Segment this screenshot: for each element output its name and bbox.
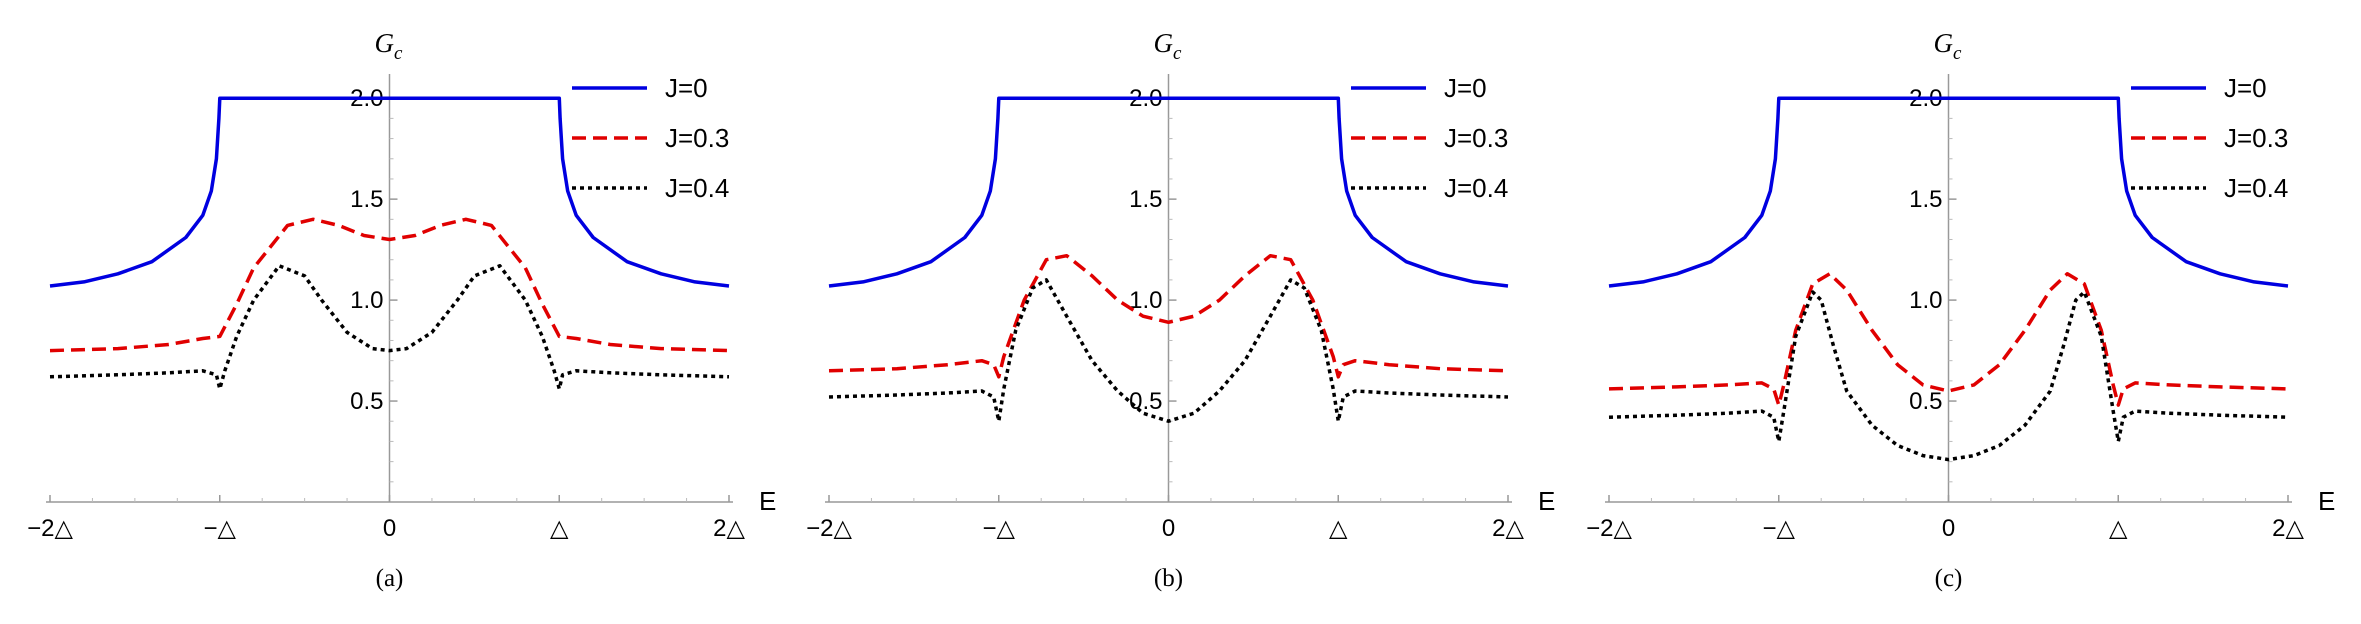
x-tick-label: 0 <box>1162 515 1175 542</box>
x-axis-title: E <box>1538 486 1555 516</box>
y-tick-label: 0.5 <box>1909 388 1942 415</box>
series-line-J-0 <box>49 96 730 288</box>
legend-label: J=0.4 <box>2224 173 2288 203</box>
series-line-J-0-3 <box>49 217 730 353</box>
legend-label: J=0 <box>2224 73 2267 103</box>
x-tick-label: △ <box>2109 515 2128 542</box>
x-tick-label: −△ <box>204 515 237 542</box>
panel-caption: (c) <box>1935 565 1963 592</box>
x-tick-label: 2△ <box>713 515 745 542</box>
x-tick-label: −2△ <box>1586 515 1632 542</box>
x-tick-label: 0 <box>1942 515 1955 542</box>
y-axis-title: Gc <box>1934 28 1963 64</box>
legend-label: J=0.4 <box>665 173 729 203</box>
x-tick-label: −2△ <box>27 515 73 542</box>
y-tick-label: 1.0 <box>350 287 383 314</box>
x-tick-label: −△ <box>1763 515 1796 542</box>
x-tick-label: 2△ <box>1492 515 1524 542</box>
series-line-J-0-4 <box>1608 290 2289 462</box>
legend-label: J=0.3 <box>2224 123 2288 153</box>
legend-label: J=0 <box>665 73 708 103</box>
panel-caption: (a) <box>376 565 404 592</box>
series-line-J-0-3 <box>1608 272 2289 407</box>
y-tick-label: 1.5 <box>350 186 383 213</box>
y-tick-label: 1.5 <box>1909 186 1942 213</box>
panel-caption: (b) <box>1154 565 1183 592</box>
series-line-J-0 <box>1608 96 2289 288</box>
x-tick-label: △ <box>550 515 569 542</box>
legend-label: J=0.4 <box>1444 173 1508 203</box>
legend-label: J=0.3 <box>1444 123 1508 153</box>
x-axis-title: E <box>759 486 776 516</box>
series-line-J-0-4 <box>49 264 730 391</box>
x-tick-label: −△ <box>983 515 1016 542</box>
y-tick-label: 0.5 <box>350 388 383 415</box>
y-tick-label: 1.0 <box>1129 287 1162 314</box>
legend-label: J=0.3 <box>665 123 729 153</box>
y-tick-label: 1.0 <box>1909 287 1942 314</box>
y-tick-label: 1.5 <box>1129 186 1162 213</box>
series-line-J-0-3 <box>828 253 1509 379</box>
x-tick-label: 2△ <box>2272 515 2304 542</box>
series-line-J-0-4 <box>828 278 1509 423</box>
x-tick-label: 0 <box>383 515 396 542</box>
y-tick-label: 0.5 <box>1129 388 1162 415</box>
x-tick-label: △ <box>1329 515 1348 542</box>
y-axis-title: Gc <box>1154 28 1183 64</box>
series-line-J-0 <box>828 96 1509 288</box>
x-tick-label: −2△ <box>806 515 852 542</box>
x-axis-title: E <box>2318 486 2335 516</box>
legend-label: J=0 <box>1444 73 1487 103</box>
y-axis-title: Gc <box>375 28 404 64</box>
